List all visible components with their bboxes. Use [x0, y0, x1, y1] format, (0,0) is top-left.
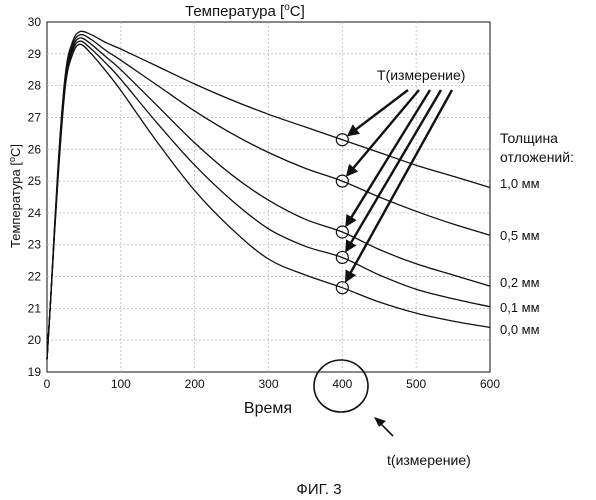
y-tick-label: 23: [28, 238, 42, 252]
series-label: 0,0 мм: [500, 322, 540, 337]
y-axis-ticks: 19 20 21 22 23 24 25 26 27 28 29 30: [28, 15, 42, 379]
chart-title-main: Температура: [185, 3, 280, 20]
annotation-t-prefix: t(: [387, 452, 396, 468]
series-label: 0,2 мм: [500, 275, 540, 290]
y-tick-label: 28: [28, 79, 42, 93]
y-tick-label: 22: [28, 270, 42, 284]
y-axis-label-main: Температура [: [8, 162, 23, 248]
y-tick-label: 29: [28, 47, 42, 61]
y-tick-label: 26: [28, 142, 42, 156]
x-tick-label: 400: [332, 377, 352, 391]
annotation-t-measurement: t(измерение): [387, 452, 471, 468]
annotation-T-prefix: T(: [377, 67, 391, 83]
series-labels: 1,0 мм 0,5 мм 0,2 мм 0,1 мм 0,0 мм: [500, 176, 540, 337]
y-tick-label: 25: [28, 174, 42, 188]
y-axis-label-unit-c: C]: [8, 144, 23, 157]
y-tick-label: 21: [28, 301, 42, 315]
x-tick-label: 600: [480, 377, 500, 391]
x-tick-label: 300: [258, 377, 278, 391]
series-label: 0,1 мм: [500, 300, 540, 315]
y-tick-label: 30: [28, 15, 42, 29]
x-tick-label: 100: [111, 377, 131, 391]
x-tick-label: 500: [406, 377, 426, 391]
legend-title-line2: отложений:: [500, 149, 574, 165]
series-label: 0,5 мм: [500, 228, 540, 243]
annotation-T-measurement: T(измерение): [377, 67, 465, 83]
y-axis-label: Температура [oC]: [7, 144, 23, 248]
x-axis-label: Время: [244, 400, 292, 417]
series-label: 1,0 мм: [500, 176, 540, 191]
chart-title-unit-c: C: [290, 3, 301, 20]
annotation-T-suffix: ): [461, 67, 466, 83]
y-tick-label: 20: [28, 333, 42, 347]
x-tick-label: 0: [44, 377, 51, 391]
figure-caption: ФИГ. 3: [296, 481, 341, 498]
annotation-T-word: измерение: [390, 67, 461, 83]
y-tick-label: 27: [28, 110, 42, 124]
x-tick-label: 200: [185, 377, 205, 391]
annotation-t-suffix: ): [466, 452, 471, 468]
time-arrow-head: [374, 417, 386, 427]
y-tick-label: 19: [28, 365, 42, 379]
y-tick-label: 24: [28, 206, 42, 220]
annotation-t-word: измерение: [396, 452, 467, 468]
chart-title: Температура [oC]: [185, 2, 305, 20]
legend-title-line1: Толщина: [500, 130, 558, 146]
x-axis-ticks: 0 100 200 300 400 500 600: [44, 377, 501, 391]
